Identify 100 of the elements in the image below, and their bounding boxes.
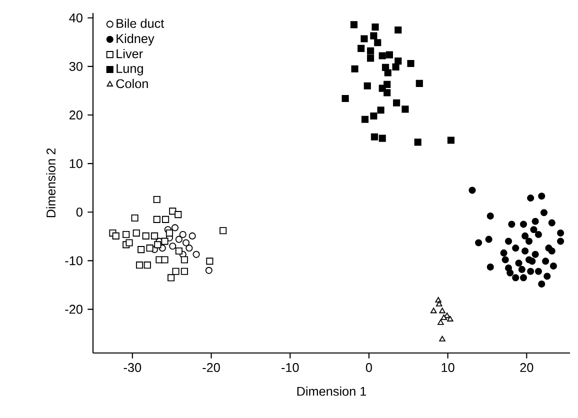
- point: [366, 47, 374, 54]
- point: [136, 262, 144, 269]
- point: [534, 230, 542, 238]
- point: [172, 268, 180, 275]
- point: [527, 268, 534, 275]
- point: [548, 219, 556, 226]
- point: [153, 216, 160, 223]
- point: [370, 32, 378, 40]
- point: [161, 238, 168, 245]
- point: [438, 319, 444, 325]
- legend-label: Kidney: [116, 34, 154, 46]
- point: [186, 244, 193, 252]
- x-tick-label: -20: [202, 363, 220, 372]
- point: [393, 99, 400, 106]
- point: [162, 216, 170, 223]
- point: [475, 239, 482, 246]
- point: [142, 232, 150, 240]
- point: [166, 230, 174, 237]
- point: [407, 60, 414, 68]
- point: [132, 230, 140, 237]
- point: [220, 227, 227, 234]
- x-tick-label: 10: [442, 363, 454, 372]
- y-tick-label: 20: [69, 110, 82, 120]
- point: [360, 35, 368, 42]
- point: [370, 133, 378, 140]
- point: [384, 89, 391, 96]
- legend-label: Colon: [116, 78, 148, 88]
- y-tick-label: 10: [70, 159, 82, 168]
- y-tick-label: -20: [65, 304, 82, 314]
- y-tick-label: 30: [69, 62, 82, 71]
- point: [430, 308, 437, 314]
- point: [447, 316, 454, 322]
- point: [532, 218, 539, 225]
- point: [557, 230, 564, 237]
- point: [175, 247, 182, 255]
- point: [364, 82, 371, 90]
- point: [392, 63, 400, 70]
- point: [361, 116, 369, 123]
- point: [530, 226, 538, 234]
- point: [342, 94, 349, 102]
- y-tick-label: -10: [65, 256, 82, 266]
- point: [522, 232, 529, 240]
- point: [538, 192, 546, 200]
- point: [506, 269, 514, 276]
- point: [520, 274, 528, 282]
- point: [512, 244, 520, 252]
- point: [169, 242, 176, 250]
- point: [171, 224, 179, 232]
- point: [542, 258, 550, 265]
- y-tick-label: 0: [76, 208, 82, 217]
- point: [150, 232, 158, 240]
- point: [378, 52, 386, 60]
- point: [161, 256, 168, 264]
- point: [351, 65, 358, 72]
- point: [557, 238, 564, 245]
- point: [447, 136, 454, 144]
- point: [416, 80, 423, 87]
- legend-label: Lung: [116, 64, 143, 76]
- point: [384, 69, 392, 76]
- point: [146, 244, 154, 252]
- point: [182, 239, 190, 246]
- point: [548, 247, 556, 255]
- point: [374, 39, 382, 46]
- x-tick-label: 20: [520, 363, 534, 372]
- point: [350, 21, 358, 28]
- point: [436, 300, 442, 306]
- point: [439, 336, 446, 342]
- point: [504, 238, 512, 245]
- point: [485, 236, 492, 243]
- point: [378, 134, 386, 142]
- point: [192, 250, 200, 258]
- x-tick-label: -10: [282, 363, 299, 372]
- point: [122, 230, 130, 238]
- legend-label: Liver: [116, 48, 143, 58]
- point: [180, 256, 188, 264]
- point: [525, 256, 533, 264]
- point: [518, 266, 526, 273]
- x-tick-label: 0: [366, 363, 372, 372]
- point: [126, 239, 133, 246]
- point: [205, 266, 212, 274]
- point: [440, 314, 447, 320]
- point: [188, 232, 196, 240]
- point: [358, 44, 365, 52]
- point: [522, 247, 529, 255]
- point: [508, 220, 516, 228]
- point: [402, 106, 409, 113]
- point: [144, 262, 151, 269]
- point: [540, 209, 548, 216]
- point: [153, 196, 160, 204]
- legend-label: Bile duct: [116, 18, 164, 28]
- point: [515, 260, 522, 267]
- point: [468, 186, 476, 194]
- point: [435, 297, 442, 303]
- point: [174, 211, 182, 218]
- point: [544, 272, 551, 280]
- point: [439, 308, 446, 314]
- point: [520, 220, 528, 228]
- point: [386, 51, 393, 58]
- point: [206, 258, 214, 265]
- point: [131, 214, 138, 222]
